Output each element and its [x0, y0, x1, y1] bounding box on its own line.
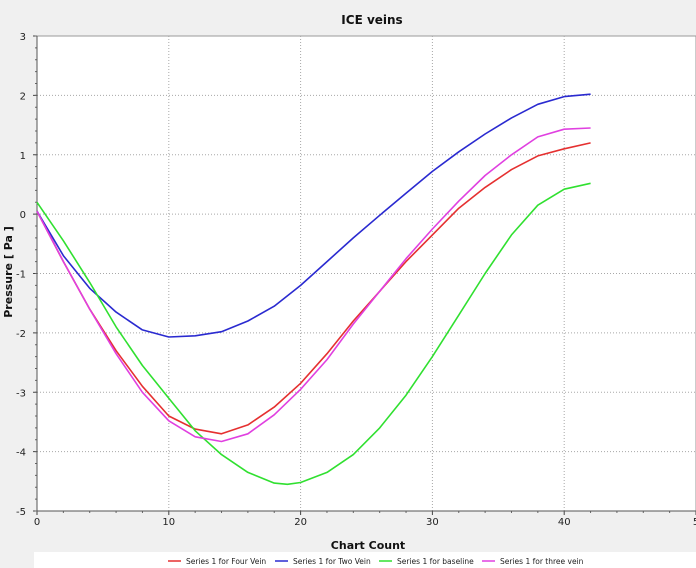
y-tick-label: -3	[16, 388, 26, 399]
x-tick-label: 40	[558, 517, 571, 528]
y-tick-label: 1	[20, 151, 26, 162]
legend: Series 1 for Four Vein Series 1 for Two V…	[168, 557, 584, 566]
plot-area	[36, 35, 696, 512]
x-tick-label: 30	[426, 517, 439, 528]
y-tick-label: -5	[16, 507, 26, 518]
y-tick-label: 2	[20, 91, 26, 102]
series-line-3	[36, 182, 591, 486]
x-tick-label: 20	[294, 517, 307, 528]
x-tick-label: 5	[693, 517, 696, 528]
legend-label: Series 1 for baseline	[397, 557, 474, 566]
series-lines	[36, 93, 591, 486]
series-line-2	[36, 93, 591, 338]
y-tick-label: 3	[20, 32, 26, 43]
y-axis-title: Pressure [ Pa ]	[2, 226, 15, 318]
chart-title: ICE veins	[341, 13, 402, 27]
legend-label: Series 1 for Two Vein	[293, 557, 371, 566]
x-tick-label: 10	[162, 517, 175, 528]
x-tick-label: 0	[34, 517, 40, 528]
series-line-1	[36, 142, 591, 435]
legend-label: Series 1 for Four Vein	[186, 557, 266, 566]
axes: 01020304053210-1-2-3-4-5	[16, 32, 696, 528]
x-axis-title: Chart Count	[331, 539, 405, 552]
legend-box	[34, 552, 696, 568]
y-tick-label: -2	[16, 329, 26, 340]
y-tick-label: -1	[16, 270, 26, 281]
series-line-4	[36, 127, 591, 443]
y-tick-label: 0	[20, 210, 26, 221]
y-tick-label: -4	[16, 448, 26, 459]
legend-label: Series 1 for three vein	[500, 557, 584, 566]
